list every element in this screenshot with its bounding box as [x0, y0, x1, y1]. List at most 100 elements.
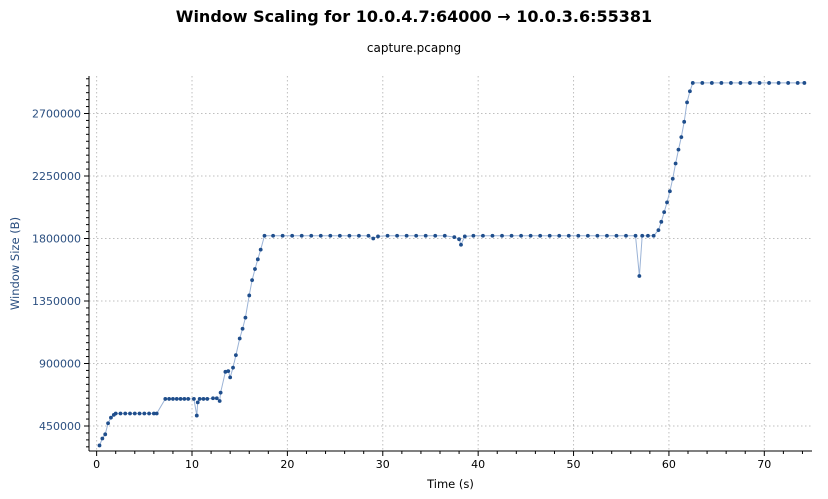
data-point: [433, 233, 438, 238]
data-point: [459, 242, 463, 247]
chart-subtitle: capture.pcapng: [366, 41, 462, 55]
series-line-layer: [99, 82, 805, 446]
data-point: [233, 353, 238, 358]
series-line: [99, 82, 805, 446]
chart-title: Window Scaling for 10.0.4.7:64000 → 10.0…: [175, 7, 653, 26]
data-point: [113, 411, 118, 416]
data-point: [223, 369, 228, 374]
data-point: [481, 233, 485, 238]
data-point: [231, 365, 235, 370]
data-point: [226, 369, 231, 374]
ticks: 0 10 20 30 40 50 60 70 450000 900000 1350000 180000…: [32, 78, 803, 471]
data-point: [371, 236, 376, 241]
data-point: [218, 390, 223, 395]
data-point: [255, 257, 260, 262]
data-point: [132, 411, 137, 416]
data-point: [201, 397, 206, 401]
data-point: [528, 233, 533, 238]
data-point: [462, 234, 467, 239]
data-point: [347, 233, 352, 238]
data-point: [385, 233, 390, 238]
data-point: [137, 411, 142, 416]
data-point: [118, 411, 123, 416]
x-tick-label: 0: [93, 458, 100, 471]
y-tick-label: 450000: [39, 420, 81, 433]
data-point: [676, 147, 681, 152]
y-axis-label: Window Size (B): [8, 217, 22, 310]
data-point: [262, 233, 267, 238]
data-point: [452, 235, 457, 240]
x-tick-label: 40: [471, 458, 485, 471]
data-point: [670, 176, 675, 181]
data-point: [490, 233, 495, 238]
data-point: [667, 189, 672, 194]
data-point: [786, 81, 791, 85]
data-point: [243, 315, 248, 320]
data-point: [688, 89, 692, 94]
data-point: [290, 233, 295, 238]
data-point: [682, 119, 687, 124]
data-point: [585, 233, 590, 238]
data-point: [673, 161, 678, 166]
data-point: [748, 81, 752, 85]
data-point: [237, 336, 242, 341]
x-tick-label: 30: [376, 458, 390, 471]
data-point: [357, 233, 361, 238]
data-point: [738, 81, 743, 85]
x-tick-label: 70: [757, 458, 771, 471]
data-point: [217, 399, 222, 403]
data-point: [109, 415, 113, 420]
data-point: [767, 81, 771, 85]
y-tick-label: 1800000: [32, 233, 81, 246]
data-point: [500, 233, 504, 238]
data-point: [423, 233, 428, 238]
data-point: [123, 411, 128, 416]
y-tick-label: 2250000: [32, 170, 81, 183]
data-point: [309, 233, 314, 238]
data-point: [646, 233, 650, 238]
data-point: [509, 233, 514, 238]
data-point: [729, 81, 733, 85]
data-point: [376, 234, 380, 239]
data-point: [776, 81, 781, 85]
x-tick-label: 60: [662, 458, 676, 471]
data-point: [404, 233, 409, 238]
data-point: [679, 135, 684, 140]
data-point: [253, 267, 257, 271]
data-point: [414, 233, 419, 238]
data-point: [547, 233, 552, 238]
data-point: [665, 200, 669, 205]
data-point: [250, 278, 255, 283]
data-point: [576, 233, 581, 238]
data-point: [709, 81, 714, 85]
data-point: [633, 233, 638, 238]
data-point: [142, 411, 147, 416]
data-point: [637, 274, 642, 278]
data-point: [659, 219, 664, 224]
data-point: [194, 413, 199, 418]
data-point: [457, 237, 461, 242]
data-point: [795, 81, 800, 85]
data-point: [154, 411, 159, 416]
data-point: [318, 233, 323, 238]
data-point: [171, 397, 175, 401]
data-point: [97, 443, 102, 448]
data-point: [103, 432, 108, 437]
x-tick-label: 10: [185, 458, 199, 471]
x-tick-label: 50: [567, 458, 581, 471]
data-point: [205, 397, 210, 401]
data-point: [337, 233, 342, 238]
data-point: [651, 233, 656, 238]
data-point: [100, 436, 105, 441]
data-point: [299, 233, 304, 238]
data-point: [174, 397, 179, 401]
series-points: [97, 81, 807, 448]
data-point: [178, 397, 183, 401]
data-point: [802, 81, 807, 85]
data-point: [151, 411, 156, 416]
y-tick-label: 2700000: [32, 108, 81, 121]
data-point: [247, 293, 252, 298]
data-point: [280, 233, 285, 238]
data-point: [700, 81, 705, 85]
